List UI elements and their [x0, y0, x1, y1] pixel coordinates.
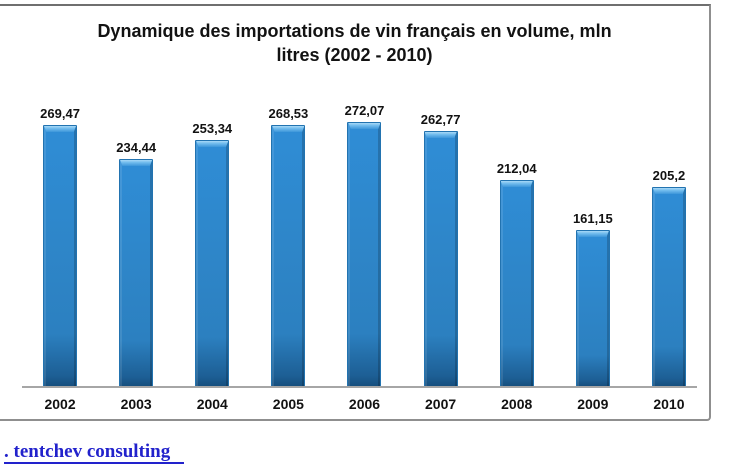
bar-column: 205,2	[631, 168, 707, 387]
bar-column: 269,47	[22, 106, 98, 387]
bar	[271, 125, 306, 387]
bar-column: 212,04	[479, 161, 555, 387]
bar-column: 234,44	[98, 140, 174, 387]
year-label: 2008	[501, 396, 533, 412]
chart-frame: Dynamique des importations de vin frança…	[0, 4, 711, 421]
bar-column: 161,15	[555, 211, 631, 387]
x-axis-labels: 2002 2003 2004 2005 2006 2007 2008 2009 2010	[22, 396, 707, 412]
tentchev-consulting-link[interactable]: . tentchev consulting	[4, 441, 185, 464]
year-label: 2009	[577, 396, 609, 412]
value-label: 234,44	[116, 140, 157, 155]
year-label: 2006	[348, 396, 381, 412]
value-label: 205,2	[652, 168, 686, 183]
value-label: 262,77	[420, 112, 461, 127]
bar-column: 253,34	[174, 121, 250, 387]
bar-column: 272,07	[326, 103, 402, 387]
year-label: 2010	[653, 396, 685, 412]
value-label: 212,04	[496, 161, 537, 176]
bar	[119, 159, 154, 387]
bar	[651, 187, 686, 387]
year-label: 2002	[44, 396, 76, 412]
bar-column: 262,77	[403, 112, 479, 387]
bar	[423, 131, 458, 387]
chart-title: Dynamique des importations de vin frança…	[30, 19, 679, 67]
bar	[347, 122, 382, 387]
value-label: 272,07	[344, 103, 385, 118]
value-label: 253,34	[192, 121, 233, 136]
bar-column: 268,53	[250, 106, 326, 387]
value-label: 269,47	[40, 106, 80, 121]
plot-area: 269,47 234,44 253,34 268,53 272,07 262,77 212,…	[22, 79, 707, 387]
year-label: 2005	[272, 396, 304, 412]
chart-title-line-1: Dynamique des importations de vin frança…	[97, 21, 612, 41]
chart-title-line-2: litres (2002 - 2010)	[276, 45, 433, 65]
value-label: 161,15	[572, 211, 613, 226]
year-label: 2004	[196, 396, 228, 412]
bar	[195, 140, 230, 387]
year-label: 2003	[120, 396, 152, 412]
x-axis-line	[22, 386, 697, 388]
bar	[43, 125, 78, 387]
value-label: 268,53	[268, 106, 309, 121]
bar	[575, 230, 610, 387]
bar	[499, 180, 534, 387]
year-label: 2007	[425, 396, 457, 412]
